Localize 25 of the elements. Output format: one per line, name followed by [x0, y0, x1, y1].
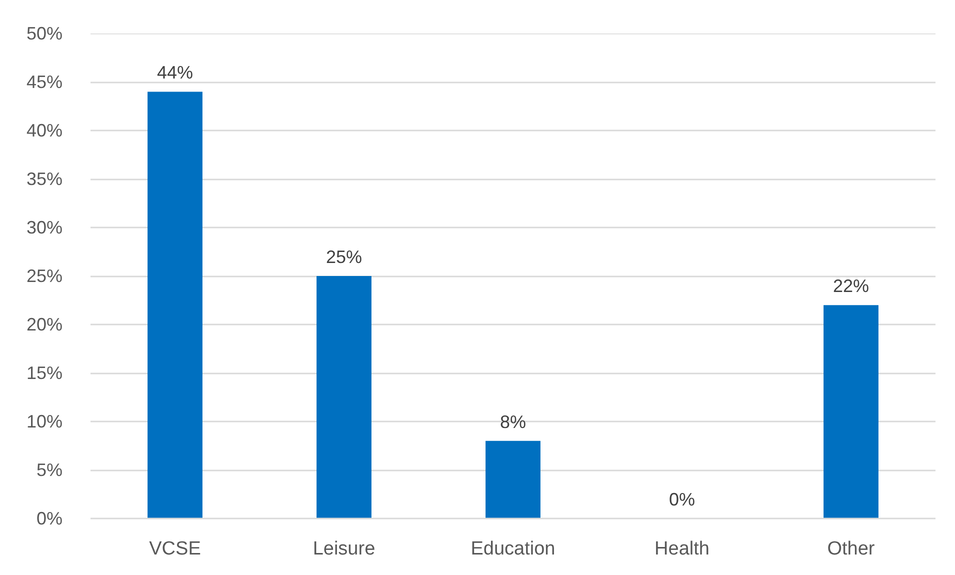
y-tick-label: 50% — [26, 24, 63, 44]
y-tick-label: 25% — [26, 266, 63, 286]
data-label: 25% — [326, 247, 362, 267]
data-label: 22% — [832, 276, 870, 296]
y-tick-label: 45% — [26, 72, 63, 92]
bar — [148, 92, 202, 518]
x-tick-label: VCSE — [149, 538, 201, 560]
y-tick-label: 30% — [26, 218, 63, 238]
bar — [824, 305, 878, 518]
y-tick-label: 0% — [36, 508, 62, 528]
data-label: 8% — [500, 412, 526, 432]
x-tick-label: Leisure — [312, 538, 376, 560]
y-tick-label: 5% — [36, 460, 62, 480]
y-tick-label: 35% — [26, 169, 63, 189]
x-tick-label: Health — [654, 538, 710, 560]
x-tick-label: Education — [470, 538, 556, 560]
x-tick-label: Other — [827, 538, 876, 560]
bar — [486, 440, 540, 518]
y-tick-label: 10% — [26, 412, 63, 432]
bar — [316, 276, 372, 518]
data-label: 0% — [668, 490, 696, 510]
y-tick-label: 15% — [26, 363, 63, 383]
y-tick-label: 20% — [26, 314, 63, 334]
y-tick-label: 40% — [26, 120, 63, 140]
data-label: 44% — [156, 62, 194, 83]
